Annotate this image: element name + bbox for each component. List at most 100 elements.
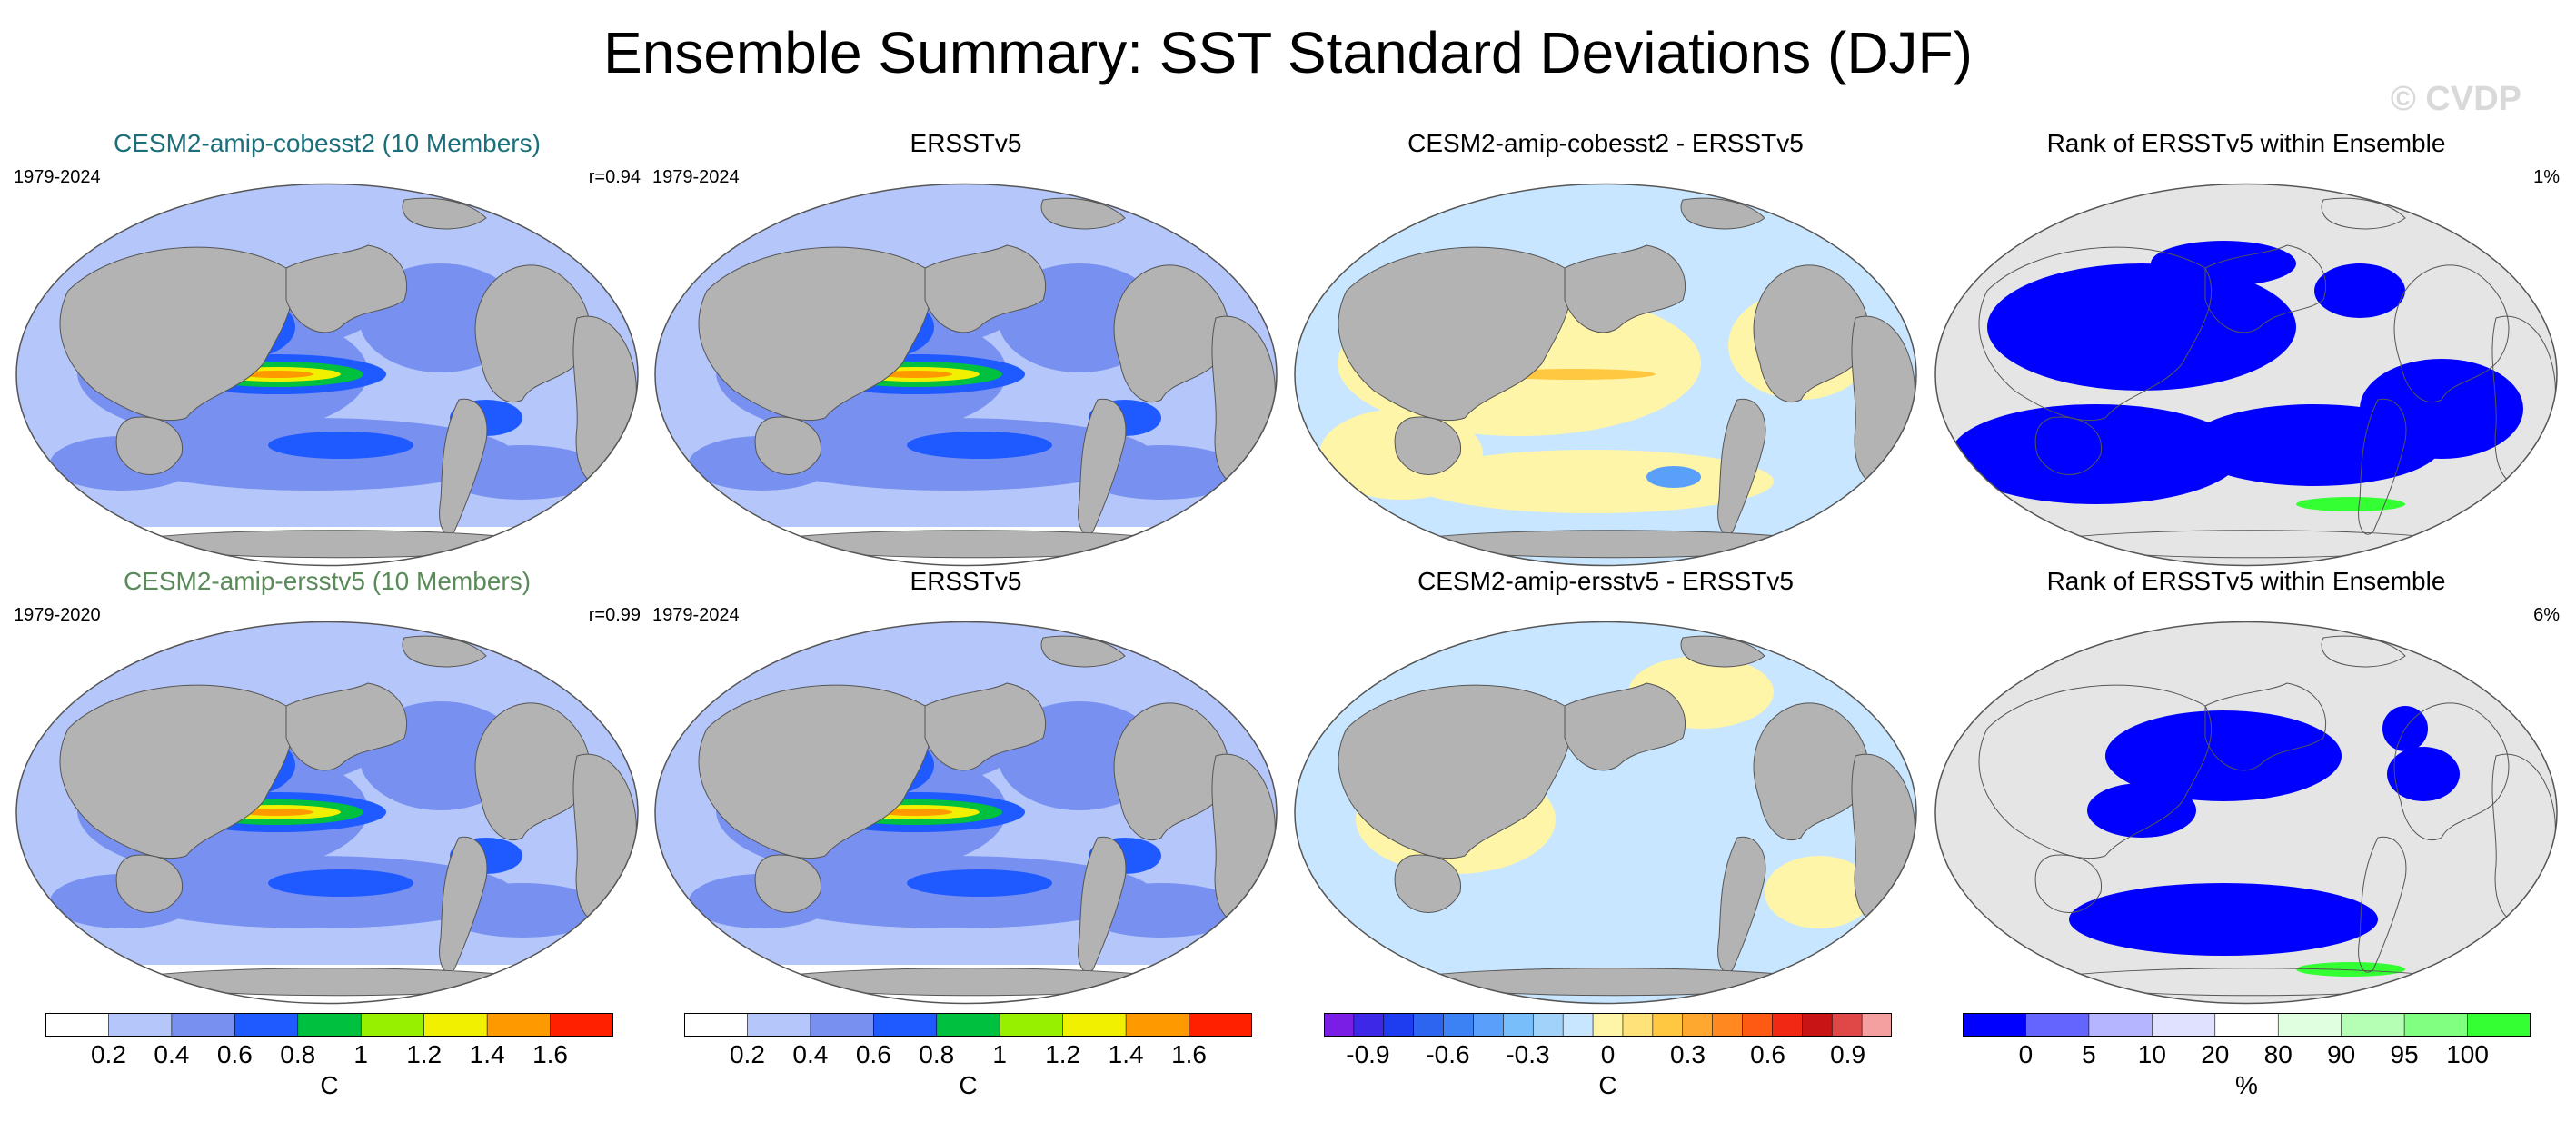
land-mass (2204, 682, 2327, 771)
colorbar-swatch (999, 1013, 1064, 1037)
land-mass (1394, 416, 1461, 475)
figure-title: Ensemble Summary: SST Standard Deviation… (603, 20, 1973, 85)
colorbar-swatch (423, 1013, 488, 1037)
world-map (1294, 183, 1917, 567)
land-mass (1394, 854, 1461, 913)
panel-title: ERSSTv5 (910, 129, 1022, 157)
land-mass (1717, 836, 1766, 973)
panel-stat: r=0.99 (588, 605, 641, 625)
land-mass (474, 264, 591, 403)
colorbar-swatch (1062, 1013, 1127, 1037)
colorbar-swatch (1712, 1013, 1744, 1037)
land-mass (754, 854, 821, 913)
colorbar-swatch (936, 1013, 1001, 1037)
panel-title: CESM2-amip-ersstv5 (10 Members) (123, 567, 532, 595)
colorbar-swatch (1802, 1013, 1834, 1037)
panel-title: CESM2-amip-cobesst2 (10 Members) (114, 129, 541, 157)
colorbar-tick-label: -0.6 (1426, 1040, 1470, 1068)
colorbar-swatch (1963, 1013, 2027, 1037)
colorbar-swatch (747, 1013, 811, 1037)
colorbar-swatch (234, 1013, 299, 1037)
land-mass (402, 197, 487, 230)
colorbar-swatch (1772, 1013, 1804, 1037)
land-mass (2034, 854, 2102, 913)
colorbar-swatch (1592, 1013, 1624, 1037)
land-mass (2358, 398, 2407, 535)
land-mass (2204, 244, 2327, 333)
land-mass (1078, 398, 1127, 535)
colorbar-swatch (873, 1013, 938, 1037)
colorbar-tick-label: 10 (2137, 1040, 2166, 1068)
colorbar-swatch (1473, 1013, 1505, 1037)
land-mass (924, 682, 1047, 771)
world-map (15, 621, 639, 1005)
panel-period: 1979-2024 (652, 167, 740, 187)
land-mass (1338, 246, 1572, 422)
panel-title: Rank of ERSSTv5 within Ensemble (2046, 129, 2446, 157)
colorbar-tick-label: 1.6 (1171, 1040, 1208, 1068)
colorbar-swatch (2025, 1013, 2090, 1037)
land-mass (1338, 684, 1572, 859)
colorbar-tick-label: 5 (2082, 1040, 2096, 1068)
panel-stat: r=0.94 (588, 167, 641, 187)
colorbar-4: 0 5 10 20 80 90 95 100% (1963, 1013, 2531, 1104)
land-mass (1680, 635, 1765, 668)
land-mass (2321, 197, 2406, 230)
land-mass (2393, 702, 2510, 841)
land-mass (1680, 197, 1765, 230)
colorbar-swatch (1413, 1013, 1445, 1037)
panel-period: 1979-2024 (652, 605, 740, 625)
colorbar-tick-label: 0.8 (280, 1040, 316, 1068)
colorbar-tick-label: 95 (2390, 1040, 2419, 1068)
map-panel-2: ERSSTv5 1979-2024 (652, 127, 1279, 567)
land-mass (1564, 244, 1686, 333)
colorbar-swatch (2088, 1013, 2153, 1037)
land-mass (1564, 682, 1686, 771)
colorbar-tick-label: 0.8 (919, 1040, 955, 1068)
world-map (15, 183, 639, 567)
land-mass (1113, 264, 1229, 403)
panel-period: 1979-2020 (14, 605, 101, 625)
panel-title: CESM2-amip-cobesst2 - ERSSTv5 (1407, 129, 1804, 157)
colorbar-tick-label: 90 (2327, 1040, 2356, 1068)
panel-stat: 1% (2533, 167, 2560, 187)
panel-stat: 6% (2533, 605, 2560, 625)
colorbar-3: -0.9 -0.6 -0.3 0 0.3 0.6 0.9 C (1324, 1013, 1892, 1104)
map-panel-4: Rank of ERSSTv5 within Ensemble 1% (1933, 127, 2560, 567)
colorbar-tick-label: 0 (2018, 1040, 2034, 1068)
panel-title: Rank of ERSSTv5 within Ensemble (2046, 567, 2446, 595)
colorbar-tick-label: 0.2 (729, 1040, 765, 1068)
watermark: © CVDP (2390, 80, 2521, 118)
map-panel-6: ERSSTv5 1979-2024 (652, 565, 1279, 1005)
colorbar-swatch (1324, 1013, 1355, 1037)
land-mass (285, 244, 408, 333)
colorbar-swatch (486, 1013, 552, 1037)
land-mass (1040, 635, 1126, 668)
colorbar-unit: C (1598, 1071, 1617, 1099)
colorbar-swatch (360, 1013, 425, 1037)
colorbar-swatch (1682, 1013, 1714, 1037)
colorbar-swatch (1532, 1013, 1564, 1037)
colorbar-swatch (1861, 1013, 1892, 1037)
land-mass (59, 684, 293, 859)
colorbar-tick-label: 0.9 (1830, 1040, 1866, 1068)
map-panel-1: CESM2-amip-cobesst2 (10 Members) 1979-202… (14, 127, 641, 567)
land-mass (1078, 836, 1127, 973)
colorbar-tick-label: 1.2 (406, 1040, 443, 1068)
land-mass (115, 854, 183, 913)
colorbar-tick-label: 0 (1600, 1040, 1616, 1068)
land-mass (924, 244, 1047, 333)
colorbar-tick-label: 1 (353, 1040, 369, 1068)
colorbar-swatch (171, 1013, 236, 1037)
colorbar-swatch (1503, 1013, 1535, 1037)
colorbar-unit: C (320, 1071, 339, 1099)
land-mass (59, 246, 293, 422)
panel-period: 1979-2024 (14, 167, 101, 187)
land-mass (1978, 684, 2213, 859)
world-map (1294, 621, 1917, 1005)
world-map (654, 183, 1278, 567)
colorbar-tick-label: 0.4 (154, 1040, 190, 1068)
world-map (1934, 183, 2558, 567)
land-mass (2393, 264, 2510, 403)
colorbar-swatch (550, 1013, 613, 1037)
